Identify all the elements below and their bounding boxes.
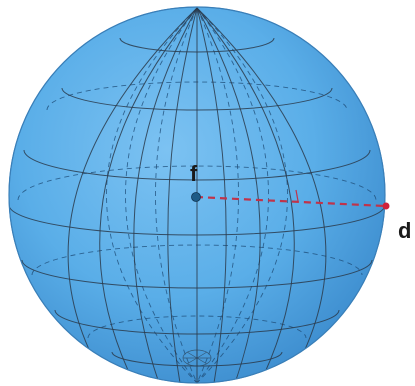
surface-label: d bbox=[398, 218, 411, 243]
hidden-meridians bbox=[106, 7, 288, 383]
center-label: f bbox=[190, 161, 198, 186]
bottom-pole-detail bbox=[182, 349, 212, 367]
visible-meridians bbox=[67, 7, 327, 383]
surface-point bbox=[382, 202, 390, 210]
center-point bbox=[191, 192, 201, 202]
sphere-outline bbox=[8, 6, 386, 384]
radius-tick bbox=[295, 189, 299, 202]
radius-line bbox=[195, 195, 386, 208]
